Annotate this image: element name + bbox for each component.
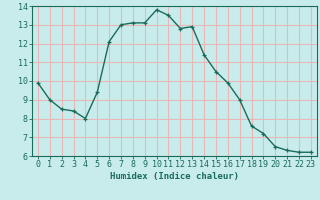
X-axis label: Humidex (Indice chaleur): Humidex (Indice chaleur) [110, 172, 239, 181]
